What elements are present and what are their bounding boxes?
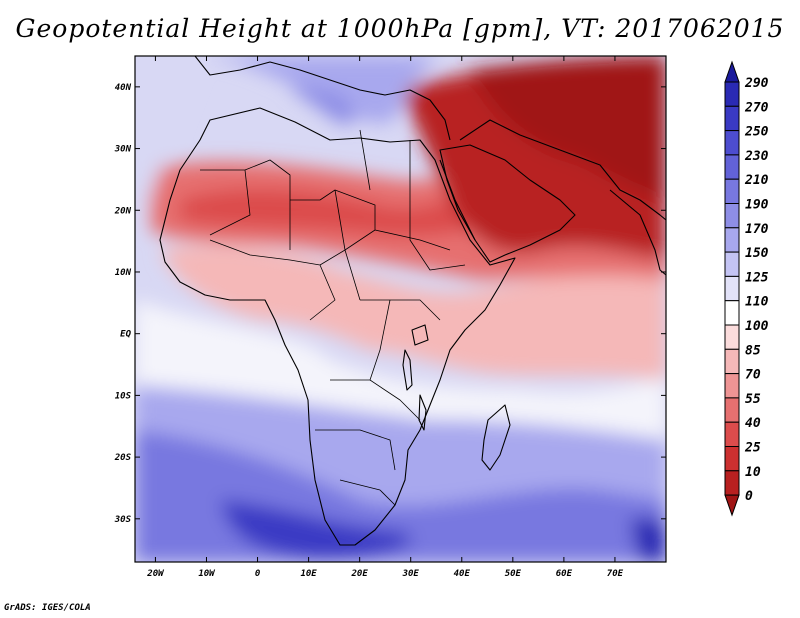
y-tick-label: 20N xyxy=(114,206,132,216)
colorbar-label: 210 xyxy=(744,173,769,188)
colorbar-segment xyxy=(724,324,740,350)
colorbar-label: 110 xyxy=(745,295,769,310)
country-borders xyxy=(200,129,466,506)
colorbar-label: 0 xyxy=(745,489,753,504)
y-tick-label: 10N xyxy=(115,268,132,278)
x-tick-label: 10E xyxy=(300,569,317,579)
colorbar-label: 85 xyxy=(745,343,761,358)
africa-coastline xyxy=(159,107,516,546)
arabia-coastline xyxy=(439,144,576,263)
eurasia-coastline xyxy=(194,56,666,221)
x-tick-label: 20W xyxy=(146,569,165,579)
colorbar-label: 270 xyxy=(744,100,769,115)
lake-victoria xyxy=(411,324,429,346)
colorbar-segment xyxy=(724,105,740,132)
plot-frame xyxy=(134,55,667,563)
y-tick-label: 30N xyxy=(114,145,132,155)
colorbar-segment xyxy=(724,130,740,156)
colorbar-segment xyxy=(724,275,740,302)
field-southeast-core xyxy=(630,518,666,562)
colorbar-label: 190 xyxy=(745,198,769,213)
field-sahel-low xyxy=(180,188,520,237)
colorbar-label: 150 xyxy=(745,246,769,261)
colorbar-segment xyxy=(724,178,740,204)
colorbar-label: 125 xyxy=(745,270,769,285)
colorbar-bottom-arrow xyxy=(724,494,740,517)
lake-malawi xyxy=(418,394,427,431)
grads-credit: GrADS: IGES/COLA xyxy=(4,603,91,613)
y-tick-label: 20S xyxy=(114,453,132,463)
x-tick-label: 10W xyxy=(198,569,216,579)
colorbar: 2902702502302101901701501251101008570554… xyxy=(724,60,769,517)
field-iran-low xyxy=(470,56,666,200)
colorbar-segment xyxy=(724,373,740,399)
y-tick-label: EQ xyxy=(120,330,131,340)
field-north-atlantic xyxy=(135,56,200,230)
field-equatorial xyxy=(135,300,666,440)
coastlines xyxy=(159,56,666,546)
x-tick-label: 30E xyxy=(402,569,420,579)
field-south-core xyxy=(220,500,413,560)
colorbar-segment xyxy=(724,348,740,375)
x-tick-label: 70E xyxy=(607,569,624,579)
colorbar-segment xyxy=(724,300,740,326)
colorbar-label: 40 xyxy=(745,416,761,431)
colorbar-label: 70 xyxy=(745,368,761,383)
geopotential-field xyxy=(135,56,666,562)
y-axis: 40N 30N 20N 10N EQ 10S 20S 30S xyxy=(114,83,666,525)
colorbar-label: 290 xyxy=(744,76,769,91)
colorbar-segment xyxy=(724,81,740,107)
colorbar-segment xyxy=(724,470,740,496)
colorbar-label: 250 xyxy=(744,125,769,140)
colorbar-label: 100 xyxy=(745,319,769,334)
x-tick-label: 40E xyxy=(454,569,471,579)
colorbar-segment xyxy=(724,227,740,253)
lake-tanganyika xyxy=(402,349,413,391)
colorbar-segment xyxy=(724,421,740,448)
colorbar-label: 230 xyxy=(744,149,769,164)
x-tick-label: 60E xyxy=(556,569,573,579)
y-tick-label: 40N xyxy=(115,83,132,93)
madagascar-coastline xyxy=(481,404,511,471)
x-tick-label: 50E xyxy=(505,569,522,579)
x-tick-label: 0 xyxy=(255,569,261,579)
colorbar-segment xyxy=(724,203,740,229)
y-tick-label: 10S xyxy=(115,391,132,401)
colorbar-segment xyxy=(724,446,740,472)
colorbar-segment xyxy=(724,251,740,277)
colorbar-segment xyxy=(724,154,740,180)
map-title: Geopotential Height at 1000hPa [gpm], VT… xyxy=(15,14,785,43)
colorbar-label: 25 xyxy=(744,441,761,456)
x-tick-label: 20E xyxy=(351,569,369,579)
field-med-core xyxy=(290,87,355,125)
colorbar-segment xyxy=(724,397,740,423)
colorbar-top-arrow xyxy=(724,60,740,83)
colorbar-label: 170 xyxy=(745,222,769,237)
x-axis: 20W 10W 0 10E 20E 30E 40E 50E 60E 70E xyxy=(146,56,624,579)
colorbar-label: 10 xyxy=(745,465,761,480)
colorbar-label: 55 xyxy=(745,392,761,407)
field-central-africa xyxy=(160,246,666,380)
y-tick-label: 30S xyxy=(114,515,132,525)
red-sea xyxy=(439,159,476,241)
